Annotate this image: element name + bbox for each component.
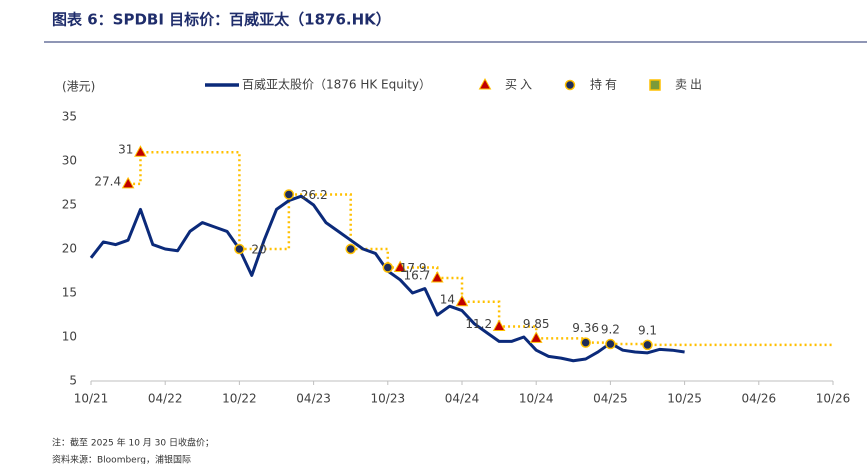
y-tick-label: 10	[62, 330, 77, 344]
buy-marker	[393, 260, 407, 272]
y-tick-label: 35	[62, 110, 77, 124]
hold-marker	[642, 339, 653, 351]
legend-label: 卖出	[675, 78, 705, 92]
legend-label: 持有	[590, 77, 620, 92]
y-axis-label: (港元)	[62, 80, 95, 94]
legend-label: 买入	[505, 78, 535, 92]
hold-marker	[234, 243, 245, 255]
y-tick-label: 15	[62, 286, 77, 300]
x-tick-label: 10/21	[74, 392, 109, 406]
x-tick-label: 04/22	[148, 392, 183, 406]
data-label: 9.36	[572, 321, 599, 335]
data-label: 14	[440, 292, 455, 306]
data-label: 20	[251, 243, 266, 257]
x-tick-label: 04/24	[445, 392, 480, 406]
x-tick-label: 10/22	[222, 392, 257, 406]
hold-marker	[564, 79, 576, 91]
hold-marker	[382, 262, 394, 273]
hold-marker	[580, 337, 591, 348]
x-tick-label: 10/26	[816, 392, 851, 406]
x-tick-label: 10/24	[519, 392, 554, 406]
data-label: 27.4	[94, 174, 121, 188]
sell-marker	[649, 79, 661, 91]
data-label: 26.2	[301, 188, 328, 202]
hold-marker	[345, 243, 356, 255]
source: 资料来源：Bloomberg，浦银国际	[52, 454, 191, 464]
x-tick-label: 04/23	[296, 392, 331, 406]
data-label: 31	[118, 143, 133, 157]
buy-marker	[478, 77, 492, 90]
data-label: 11.2	[465, 317, 492, 331]
y-tick-label: 20	[62, 242, 77, 256]
hold-marker	[605, 338, 616, 350]
legend-label: 百威亚太股价（1876 HK Equity）	[242, 77, 431, 92]
chart-title: 图表 6：SPDBI 目标价：百威亚太（1876.HK）	[52, 11, 391, 29]
hold-marker	[283, 189, 295, 200]
data-label: 16.7	[404, 269, 431, 283]
data-label: 17.9	[400, 261, 427, 275]
data-label: 9.85	[523, 317, 550, 331]
buy-marker	[121, 176, 135, 189]
buy-marker	[529, 331, 543, 343]
data-label: 9.2	[601, 323, 620, 337]
data-label: 9.1	[638, 323, 657, 337]
buy-marker	[492, 319, 506, 331]
y-tick-label: 25	[62, 198, 77, 212]
x-tick-label: 04/25	[593, 392, 628, 406]
x-tick-label: 04/26	[742, 392, 777, 406]
buy-marker	[455, 294, 469, 307]
price-line	[89, 194, 685, 363]
x-tick-label: 10/25	[667, 392, 702, 406]
footnote: 注：截至 2025 年 10 月 30 日收盘价；	[52, 437, 214, 449]
y-tick-label: 5	[69, 374, 77, 388]
buy-marker	[134, 145, 147, 157]
y-tick-label: 30	[62, 154, 77, 168]
buy-marker	[430, 271, 444, 283]
x-tick-label: 10/23	[371, 392, 406, 406]
